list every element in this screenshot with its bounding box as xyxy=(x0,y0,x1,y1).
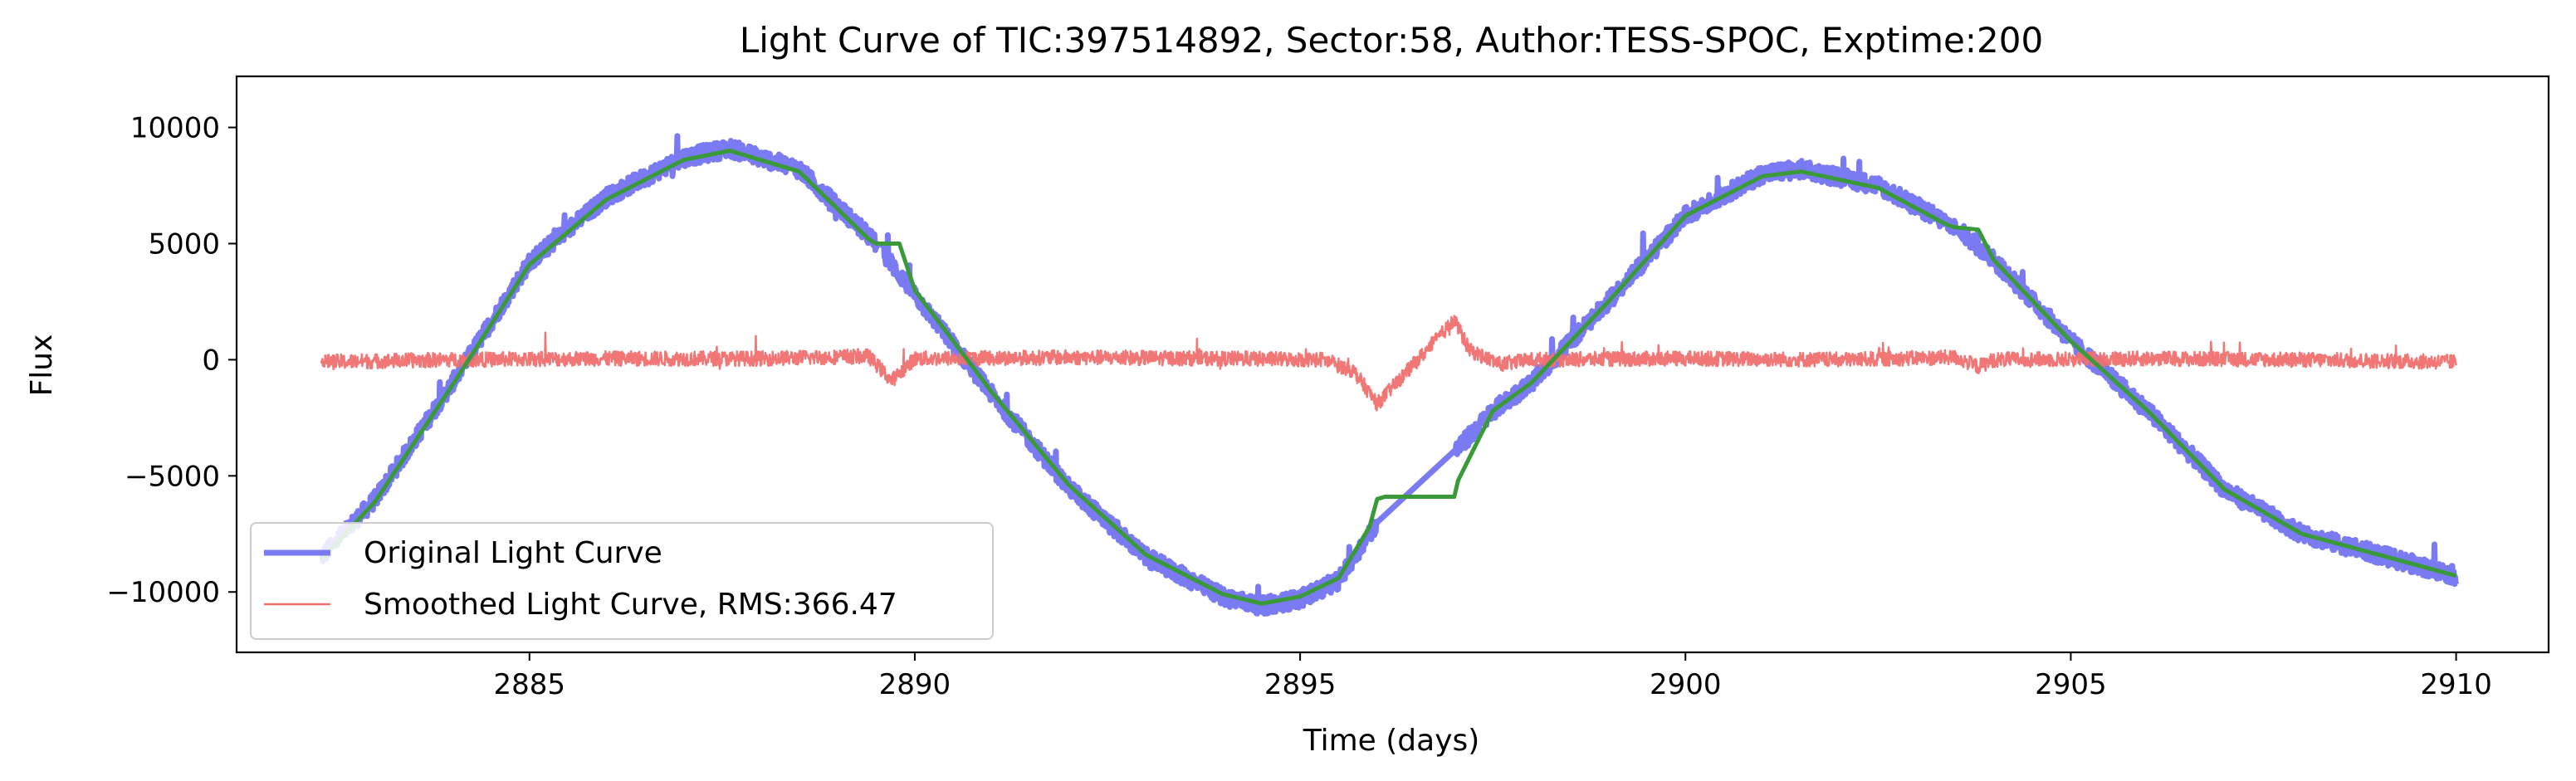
x-axis-label: Time (days) xyxy=(1303,724,1480,758)
x-tick-label: 2890 xyxy=(879,668,951,701)
x-tick-label: 2900 xyxy=(1650,668,1722,701)
series-layer xyxy=(319,133,2459,617)
y-tick-label: 5000 xyxy=(148,227,220,261)
chart-title: Light Curve of TIC:397514892, Sector:58,… xyxy=(740,20,2043,61)
legend: Original Light Curve Smoothed Light Curv… xyxy=(250,522,994,640)
legend-box xyxy=(250,522,994,640)
y-tick-label: −10000 xyxy=(106,576,220,609)
y-tick-label: 0 xyxy=(202,344,220,377)
x-tick-label: 2910 xyxy=(2420,668,2492,701)
y-tick-label: −5000 xyxy=(125,460,220,493)
series-smoothed-light-curve xyxy=(320,315,2457,412)
legend-label-original: Original Light Curve xyxy=(364,536,662,570)
y-tick-label: 10000 xyxy=(130,112,220,145)
legend-label-smoothed: Smoothed Light Curve, RMS:366.47 xyxy=(364,588,897,622)
y-axis-label: Flux xyxy=(25,334,59,397)
x-tick-label: 2895 xyxy=(1264,668,1337,701)
x-tick-label: 2905 xyxy=(2035,668,2107,701)
plot-frame xyxy=(235,75,2550,654)
series-trend-line xyxy=(320,149,2457,606)
x-axis: 2885 2890 2895 2900 2905 2910 xyxy=(494,652,2492,701)
y-axis: 10000 5000 0 −5000 −10000 xyxy=(106,112,237,609)
x-tick-label: 2885 xyxy=(494,668,566,701)
